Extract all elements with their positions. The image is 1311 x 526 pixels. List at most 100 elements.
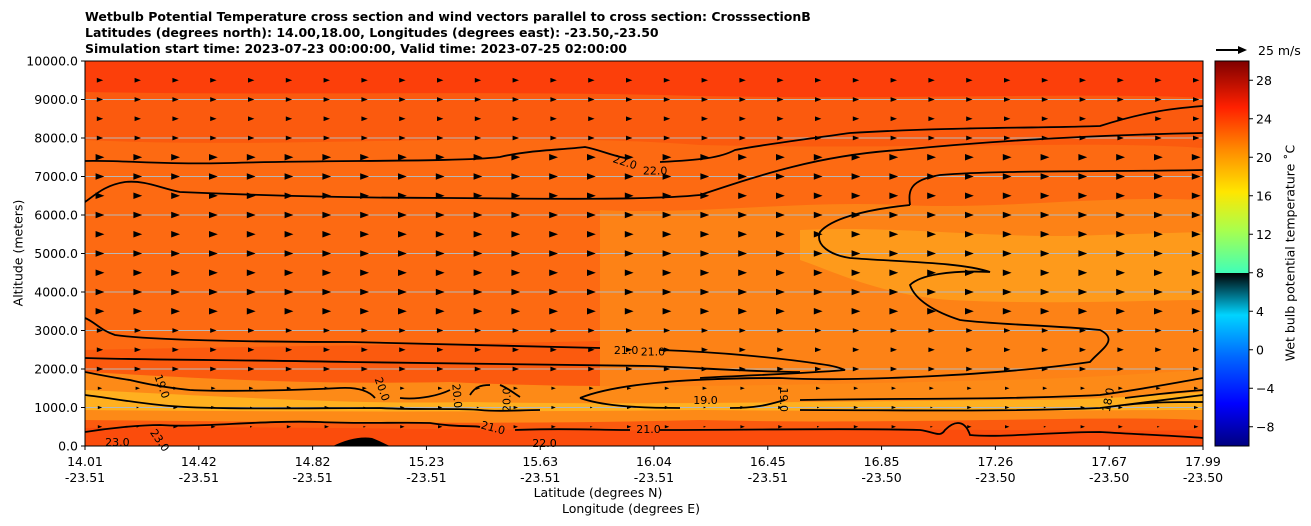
wind-vector-arrow	[398, 230, 407, 238]
wind-vector-arrow	[851, 230, 861, 238]
wind-vector-arrow	[701, 116, 708, 122]
wind-vector-arrow	[626, 366, 633, 372]
wind-vector-arrow	[1118, 425, 1123, 429]
colorbar-tick-label: −8	[1256, 419, 1274, 434]
wind-vector-arrow	[550, 116, 557, 122]
wind-vector-arrow	[209, 288, 218, 296]
wind-vector-arrow	[400, 386, 405, 390]
wind-vector-arrow	[210, 366, 217, 372]
wind-vector-arrow	[1191, 288, 1201, 296]
wind-vector-arrow	[587, 307, 596, 315]
wind-vector-arrow	[285, 77, 293, 83]
wind-vector-arrow	[889, 269, 899, 277]
wind-vector-arrow	[852, 116, 860, 122]
wind-vector-arrow	[624, 230, 634, 238]
wind-vector-arrow	[549, 230, 558, 238]
wind-vector-arrow	[738, 192, 747, 200]
wind-vector-arrow	[588, 97, 595, 102]
wind-vector-arrow	[1155, 366, 1162, 372]
wind-vector-arrow	[702, 386, 707, 390]
wind-vector-arrow	[966, 116, 973, 122]
wind-vector-arrow	[95, 307, 105, 315]
y-tick-label: 9000.0	[34, 92, 78, 107]
wind-vector-arrow	[474, 366, 482, 372]
wind-vector-arrow	[171, 153, 180, 161]
wind-vector-arrow	[627, 386, 632, 390]
wind-vector-arrow	[815, 97, 822, 102]
wind-vector-arrow	[473, 211, 483, 219]
wind-vector-arrow	[1117, 77, 1124, 83]
wind-vector-arrow	[817, 406, 820, 409]
wind-vector-arrow	[285, 116, 293, 122]
colorbar-tick-label: 8	[1256, 265, 1264, 280]
wind-vector-arrow	[1004, 328, 1011, 333]
wind-vector-arrow	[1118, 386, 1123, 390]
wind-vector-arrow	[363, 406, 366, 409]
y-tick-label: 6000.0	[34, 208, 78, 223]
wind-vector-arrow	[171, 269, 180, 277]
x-tick-longitude: -23.51	[179, 470, 219, 485]
wind-vector-arrow	[889, 153, 899, 161]
wind-vector-arrow	[1004, 77, 1011, 83]
wind-vector-arrow	[700, 269, 710, 277]
wind-vector-arrow	[1116, 153, 1125, 161]
wind-vector-arrow	[473, 307, 483, 315]
wind-vector-arrow	[399, 116, 406, 122]
x-tick-longitude: -23.50	[1089, 470, 1129, 485]
wind-vector-arrow	[927, 269, 936, 277]
wind-vector-arrow	[360, 269, 369, 277]
wind-vector-arrow	[1004, 135, 1011, 141]
wind-vector-arrow	[815, 366, 822, 372]
wind-vector-arrow	[362, 386, 367, 390]
wind-vector-arrow	[249, 386, 254, 390]
wind-vector-arrow	[700, 288, 710, 296]
wind-vector-arrow	[852, 347, 860, 353]
wind-vector-arrow	[1116, 250, 1125, 257]
wind-vector-arrow	[173, 405, 178, 410]
wind-vector-arrow	[474, 97, 482, 102]
wind-vector-arrow	[1154, 269, 1163, 277]
wind-vector-arrow	[473, 153, 483, 161]
contour-label: 20.0	[500, 388, 513, 413]
wind-vector-arrow	[1154, 250, 1163, 257]
wind-vector-arrow	[95, 153, 105, 161]
wind-vector-arrow	[1079, 116, 1086, 122]
wind-vector-arrow	[663, 116, 671, 122]
wind-vector-arrow	[435, 153, 445, 161]
wind-vector-arrow	[171, 230, 180, 238]
wind-vector-arrow	[438, 405, 443, 410]
wind-vector-arrow	[550, 347, 557, 353]
wind-vector-arrow	[700, 173, 710, 180]
y-tick-label: 3000.0	[34, 323, 78, 338]
x-tick-latitude: 17.67	[1091, 454, 1127, 469]
wind-vector-arrow	[700, 230, 710, 238]
wind-vector-arrow	[248, 328, 255, 333]
wind-vector-arrow	[1079, 77, 1086, 83]
wind-vector-arrow	[134, 77, 141, 83]
wind-vector-arrow	[1041, 97, 1049, 102]
wind-vector-arrow	[587, 153, 596, 161]
wind-vector-arrow	[965, 173, 974, 180]
contour-label: 23.0	[105, 436, 130, 449]
wind-vector-arrow	[889, 307, 899, 315]
wind-vector-arrow	[133, 288, 143, 296]
wind-vector-arrow	[776, 153, 785, 161]
wind-vector-arrow	[889, 192, 899, 200]
wind-vector-arrow	[550, 77, 557, 83]
wind-vector-arrow	[587, 211, 596, 219]
wind-vector-arrow	[285, 366, 293, 372]
wind-vector-arrow	[361, 328, 368, 333]
wind-vector-arrow	[624, 153, 634, 161]
wind-vector-arrow	[1191, 153, 1201, 161]
wind-vector-arrow	[890, 366, 897, 372]
wind-vector-arrow	[817, 425, 820, 428]
wind-vector-arrow	[1002, 153, 1012, 161]
wind-vector-arrow	[363, 425, 366, 428]
wind-vector-arrow	[474, 135, 482, 141]
wind-vector-arrow	[1117, 366, 1124, 372]
wind-vector-arrow	[627, 425, 632, 429]
x-tick-longitude: -23.51	[748, 470, 788, 485]
wind-vector-arrow	[435, 192, 445, 200]
wind-vector-arrow	[210, 116, 217, 122]
wind-vector-arrow	[435, 250, 445, 257]
